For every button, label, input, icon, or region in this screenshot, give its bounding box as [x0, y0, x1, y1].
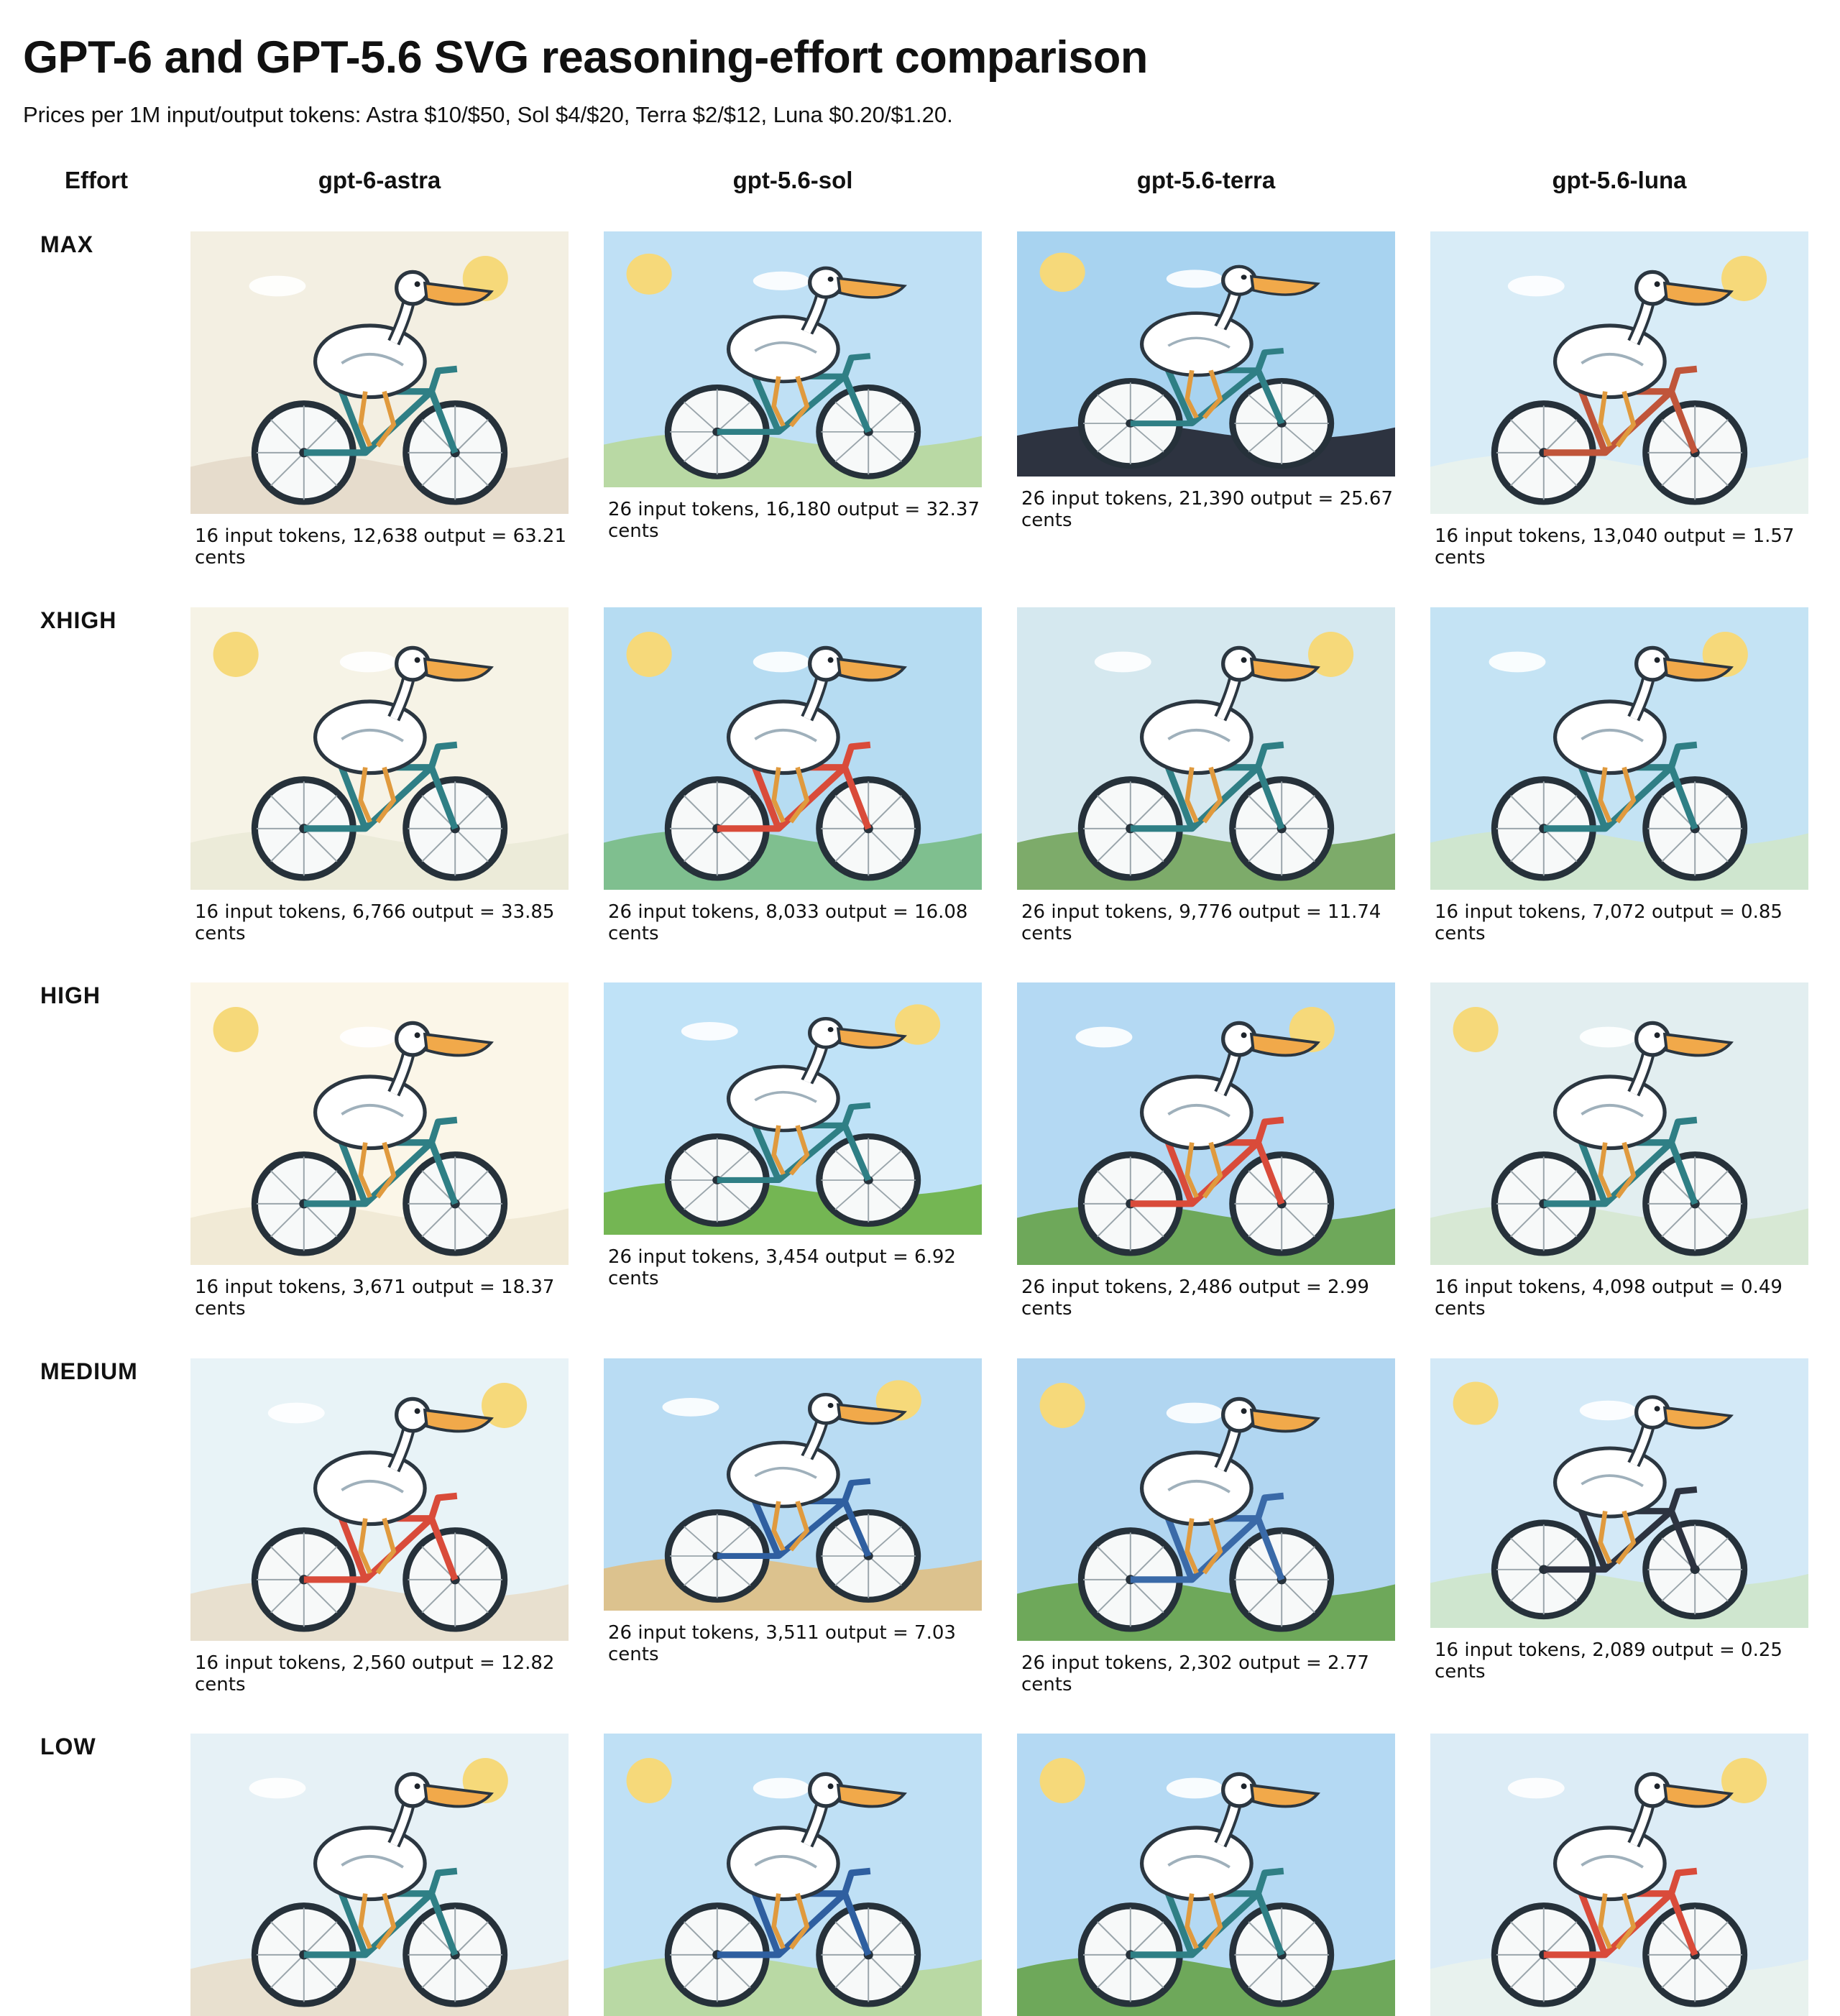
comparison-cell: 26 input tokens, 3,511 output = 7.03 cen… [604, 1358, 982, 1665]
token-cost-caption: 26 input tokens, 2,486 output = 2.99 cen… [1021, 1276, 1369, 1320]
pelican-on-bicycle-image [1017, 231, 1395, 477]
pelicans-illustration [604, 607, 982, 890]
pelicans-illustration [1017, 982, 1395, 1265]
pelicans-illustration [1017, 607, 1395, 890]
pelicans-illustration [1017, 231, 1395, 477]
token-cost-caption: 26 input tokens, 3,454 output = 6.92 cen… [608, 1246, 956, 1289]
token-cost-caption: 26 input tokens, 9,776 output = 11.74 ce… [1021, 901, 1381, 944]
comparison-cell: 16 input tokens, 2,560 output = 12.82 ce… [190, 1358, 569, 1695]
model-header-sol: gpt-5.6-sol [732, 167, 853, 193]
comparison-cell: 16 input tokens, 6,766 output = 33.85 ce… [190, 607, 569, 944]
token-cost-caption: 26 input tokens, 2,302 output = 2.77 cen… [1021, 1652, 1369, 1695]
pelicans-illustration [1430, 1734, 1808, 2016]
effort-label-low: LOW [40, 1734, 96, 1759]
token-cost-caption: 16 input tokens, 6,766 output = 33.85 ce… [195, 901, 555, 944]
token-cost-caption: 26 input tokens, 16,180 output = 32.37 c… [608, 499, 980, 542]
pelican-on-bicycle-image [1017, 607, 1395, 890]
pelican-on-bicycle-image [190, 231, 569, 514]
model-header-luna: gpt-5.6-luna [1552, 167, 1687, 193]
token-cost-caption: 16 input tokens, 3,671 output = 18.37 ce… [195, 1276, 555, 1320]
pelicans-illustration [190, 1734, 569, 2016]
token-cost-caption: 26 input tokens, 3,511 output = 7.03 cen… [608, 1622, 956, 1665]
pelicans-illustration [604, 1734, 982, 2016]
pelican-on-bicycle-image [1430, 231, 1808, 514]
comparison-cell: 26 input tokens, 21,390 output = 25.67 c… [1017, 231, 1395, 531]
model-header-astra: gpt-6-astra [318, 167, 441, 193]
pelicans-illustration [1430, 231, 1808, 514]
comparison-cell: 16 input tokens, 7,072 output = 0.85 cen… [1430, 607, 1808, 944]
token-cost-caption: 16 input tokens, 7,072 output = 0.85 cen… [1435, 901, 1782, 944]
pelicans-illustration [190, 607, 569, 890]
comparison-cell: 26 input tokens, 9,776 output = 11.74 ce… [1017, 607, 1395, 944]
pelicans-illustration [190, 231, 569, 514]
pelicans-illustration [604, 982, 982, 1235]
pelican-on-bicycle-image [190, 982, 569, 1265]
pelicans-illustration [1017, 1358, 1395, 1641]
comparison-cell [604, 1734, 982, 2016]
page-title: GPT-6 and GPT-5.6 SVG reasoning-effort c… [23, 32, 1148, 83]
effort-label-max: MAX [40, 231, 94, 257]
token-cost-caption: 16 input tokens, 13,040 output = 1.57 ce… [1435, 525, 1795, 569]
pelican-on-bicycle-image [1430, 1358, 1808, 1628]
pelican-on-bicycle-image [1017, 1358, 1395, 1641]
pelican-on-bicycle-image [1017, 982, 1395, 1265]
price-note: Prices per 1M input/output tokens: Astra… [23, 102, 953, 127]
comparison-cell [1017, 1734, 1395, 2016]
pelican-on-bicycle-image [604, 1734, 982, 2016]
pelican-on-bicycle-image [604, 607, 982, 890]
comparison-cell: 26 input tokens, 2,302 output = 2.77 cen… [1017, 1358, 1395, 1695]
comparison-cell: 16 input tokens, 4,098 output = 0.49 cen… [1430, 982, 1808, 1320]
pelican-on-bicycle-image [1430, 607, 1808, 890]
pelican-on-bicycle-image [1017, 1734, 1395, 2016]
comparison-cell [190, 1734, 569, 2016]
pelicans-illustration [190, 1358, 569, 1641]
effort-label-xhigh: XHIGH [40, 607, 117, 633]
pelican-on-bicycle-image [190, 1358, 569, 1641]
comparison-cell: 16 input tokens, 2,089 output = 0.25 cen… [1430, 1358, 1808, 1683]
pelicans-illustration [190, 982, 569, 1265]
comparison-cell: 16 input tokens, 12,638 output = 63.21 c… [190, 231, 569, 569]
comparison-cell [1430, 1734, 1808, 2016]
pelicans-illustration [604, 1358, 982, 1611]
token-cost-caption: 16 input tokens, 2,560 output = 12.82 ce… [195, 1652, 555, 1695]
pelican-on-bicycle-image [190, 607, 569, 890]
comparison-cell: 16 input tokens, 3,671 output = 18.37 ce… [190, 982, 569, 1320]
comparison-cell: 26 input tokens, 8,033 output = 16.08 ce… [604, 607, 982, 944]
comparison-cell: 16 input tokens, 13,040 output = 1.57 ce… [1430, 231, 1808, 569]
model-header-terra: gpt-5.6-terra [1136, 167, 1276, 193]
pelican-on-bicycle-image [190, 1734, 569, 2016]
token-cost-caption: 16 input tokens, 12,638 output = 63.21 c… [195, 525, 567, 569]
pelicans-illustration [1017, 1734, 1395, 2016]
effort-column-header: Effort [65, 167, 128, 193]
token-cost-caption: 26 input tokens, 21,390 output = 25.67 c… [1021, 488, 1394, 531]
comparison-cell: 26 input tokens, 3,454 output = 6.92 cen… [604, 982, 982, 1289]
comparison-cell: 26 input tokens, 2,486 output = 2.99 cen… [1017, 982, 1395, 1320]
pelicans-illustration [604, 231, 982, 487]
effort-label-medium: MEDIUM [40, 1358, 138, 1384]
pelicans-illustration [1430, 982, 1808, 1265]
pelican-on-bicycle-image [604, 231, 982, 487]
token-cost-caption: 16 input tokens, 2,089 output = 0.25 cen… [1435, 1639, 1782, 1683]
token-cost-caption: 26 input tokens, 8,033 output = 16.08 ce… [608, 901, 968, 944]
pelican-on-bicycle-image [1430, 982, 1808, 1265]
pelican-on-bicycle-image [604, 1358, 982, 1611]
comparison-cell: 26 input tokens, 16,180 output = 32.37 c… [604, 231, 982, 542]
token-cost-caption: 16 input tokens, 4,098 output = 0.49 cen… [1435, 1276, 1782, 1320]
effort-label-high: HIGH [40, 982, 101, 1008]
pelicans-illustration [1430, 1358, 1808, 1628]
pelican-on-bicycle-image [604, 982, 982, 1235]
pelican-on-bicycle-image [1430, 1734, 1808, 2016]
pelicans-illustration [1430, 607, 1808, 890]
